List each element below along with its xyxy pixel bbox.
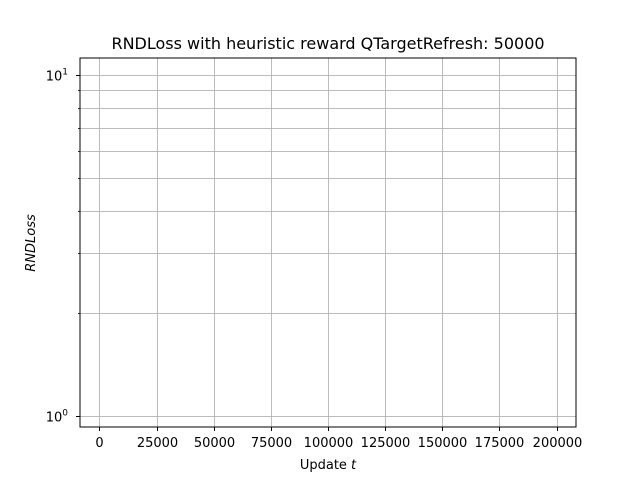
y-tick-label-exponent: 1 [62, 68, 68, 78]
x-tick-label: 100000 [304, 436, 354, 451]
chart-title: RNDLoss with heuristic reward QTargetRef… [111, 34, 544, 53]
x-axis-label-variable: t [351, 458, 357, 473]
x-tick-label: 200000 [533, 436, 583, 451]
x-tick-label: 75000 [251, 436, 292, 451]
y-tick-label: 100 [46, 409, 69, 426]
x-tick-label: 25000 [137, 436, 178, 451]
y-axis-label: RNDLoss [24, 214, 39, 272]
x-tick-label: 125000 [361, 436, 411, 451]
x-axis: 0 25000 50000 75000 100000 125000 150000 175000… [95, 427, 582, 451]
y-tick-label-exponent: 0 [62, 409, 68, 419]
x-tick-label: 150000 [418, 436, 468, 451]
x-axis-label: Update t [300, 458, 357, 473]
y-tick-label: 101 [46, 68, 68, 85]
x-tick-label: 50000 [194, 436, 235, 451]
x-axis-label-main: Update [300, 458, 351, 473]
y-tick-label-base: 10 [46, 411, 63, 426]
x-tick-label: 175000 [475, 436, 525, 451]
x-tick-label: 0 [95, 436, 103, 451]
grid [80, 58, 576, 427]
y-tick-label-base: 10 [46, 70, 63, 85]
